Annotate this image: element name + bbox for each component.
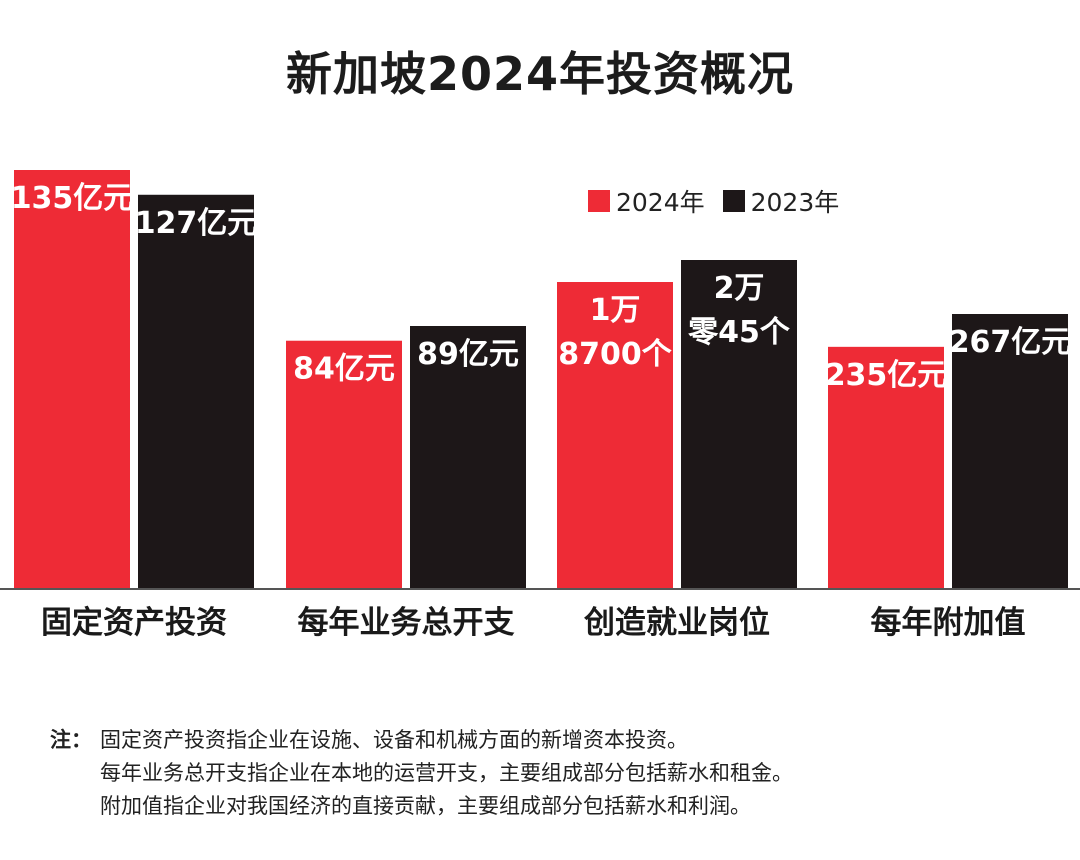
bar-2023-2 <box>681 260 797 588</box>
footnote-lead: 注： <box>50 728 92 752</box>
category-label-3: 每年附加值 <box>871 605 1026 641</box>
footnote-line-1: 固定资产投资指企业在设施、设备和机械方面的新增资本投资。 <box>100 728 688 752</box>
data-label-2023-0-0: 127亿元 <box>135 206 258 241</box>
bar-2024-1 <box>286 340 402 588</box>
data-label-2024-2-1: 8700个 <box>558 337 672 372</box>
legend-label-2024: 2024年 <box>616 188 705 217</box>
bar-2024-3 <box>828 346 944 588</box>
category-label-2: 创造就业岗位 <box>583 605 770 641</box>
bar-2024-2 <box>557 282 673 588</box>
legend-swatch-2024 <box>588 190 610 212</box>
chart-title: 新加坡2024年投资概况 <box>285 47 795 101</box>
bar-2023-0 <box>138 194 254 588</box>
data-label-2023-3-0: 267亿元 <box>949 325 1072 360</box>
data-label-2024-0-0: 135亿元 <box>11 181 134 216</box>
data-label-2023-2-0: 2万 <box>714 271 765 306</box>
category-label-0: 固定资产投资 <box>41 605 227 641</box>
category-label-1: 每年业务总开支 <box>298 605 515 641</box>
footnote-line-3: 附加值指企业对我国经济的直接贡献，主要组成部分包括薪水和利润。 <box>100 794 751 818</box>
legend-item-2024: 2024年 <box>588 183 705 219</box>
legend-item-2023: 2023年 <box>722 183 840 219</box>
bar-2024-0 <box>14 170 130 588</box>
data-label-2023-1-0: 89亿元 <box>417 337 519 372</box>
bar-2023-1 <box>410 326 526 588</box>
bar-2023-3 <box>952 314 1068 588</box>
footnotes: 注： 固定资产投资指企业在设施、设备和机械方面的新增资本投资。 每年业务总开支指… <box>50 724 793 823</box>
data-label-2024-2-0: 1万 <box>590 293 641 328</box>
footnote-line-2: 每年业务总开支指企业在本地的运营开支，主要组成部分包括薪水和租金。 <box>100 761 793 785</box>
legend-swatch-2023 <box>722 190 745 212</box>
legend: 2024年 2023年 <box>588 183 857 219</box>
legend-label-2023: 2023年 <box>750 188 840 217</box>
data-label-2023-2-1: 零45个 <box>688 315 791 350</box>
data-label-2024-1-0: 84亿元 <box>293 352 395 387</box>
data-label-2024-3-0: 235亿元 <box>825 358 948 393</box>
